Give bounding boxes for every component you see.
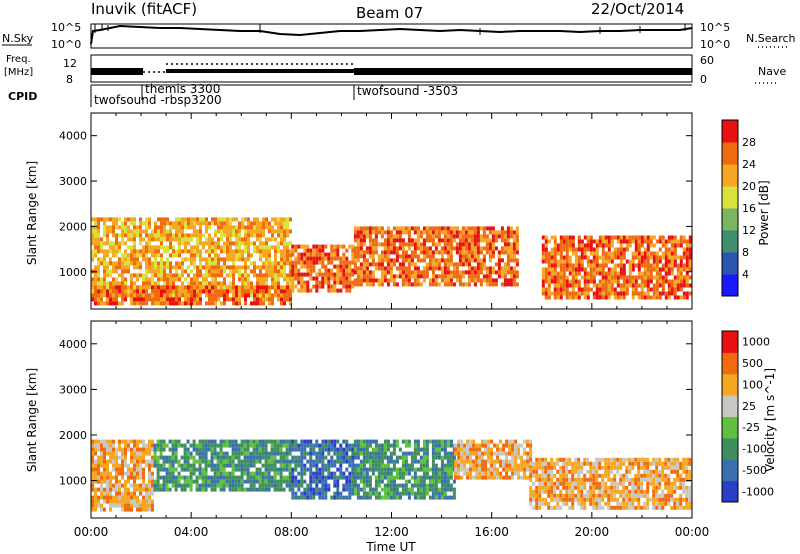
colorbar-swatch [722,186,738,209]
echo-region [153,439,292,492]
time-axis-label: Time UT [365,540,416,554]
velocity-colorbar: 1000 500 100 25 -25 -100 -500 -1000 [721,330,774,503]
freq-panel: Freq. [MHz] 12 8 Nave 60 0 [4,54,786,86]
colorbar-tick-label: 24 [742,158,756,171]
colorbar-swatch [722,352,738,375]
y-tick-label: 2000 [59,429,87,442]
colorbar-swatch [722,120,738,143]
freq-label-1: Freq. [6,54,31,65]
time-axis: 00:00 04:00 08:00 12:00 16:00 20:00 00:00 [74,525,710,539]
colorbar-swatch [722,252,738,275]
echo-region [454,439,533,480]
nsky-panel: N.Sky 10^5 10^0 N.Search 10^5 10^0 [2,21,796,51]
y-tick-label: 3000 [59,175,87,188]
power-colorbar-label: Power [dB] [757,180,771,245]
power-panel: 1000 2000 3000 4000 Slant Range [km] 4 8 12 16… [25,112,771,310]
nave-tick-bottom: 0 [700,73,707,86]
freq-tick-bottom: 8 [66,73,73,86]
colorbar-swatch [722,230,738,253]
nsearch-label: N.Search [746,32,796,45]
cpid-strip: CPID twofsound -rbsp3200 themis 3300 two… [8,82,692,107]
y-tick-label: 4000 [59,338,87,351]
date-title: 22/Oct/2014 [591,0,684,18]
colorbar-tick-label: 16 [742,202,756,215]
velocity-axes: 1000 2000 3000 4000 [59,321,693,518]
echo-region [529,457,692,510]
nave-label: Nave [758,65,786,78]
colorbar-tick-label: 28 [742,136,756,149]
colorbar-swatch [722,274,738,297]
colorbar-tick-label: 100 [742,378,763,391]
time-tick-label: 12:00 [374,525,409,539]
echo-region [91,439,154,512]
colorbar-tick-label: 25 [742,400,756,413]
echo-region [541,235,692,300]
y-tick-label: 2000 [59,220,87,233]
power-axes: 1000 2000 3000 4000 [59,113,693,309]
time-tick-label: 04:00 [174,525,209,539]
nsearch-tick-top: 10^5 [700,21,730,34]
colorbar-tick-label: 4 [742,268,749,281]
colorbar-swatch [722,331,738,353]
freq-tick-top: 12 [63,57,77,70]
colorbar-tick-label: -500 [742,464,767,477]
colorbar-tick-label: 20 [742,180,756,193]
y-tick-label: 1000 [59,475,87,488]
velocity-colorbar-label: Velocity [m s^-1] [763,368,777,472]
velocity-heatmap [91,439,692,512]
nsky-label: N.Sky [2,32,34,45]
time-tick-label: 08:00 [274,525,309,539]
colorbar-swatch [722,459,738,482]
colorbar-tick-label: 12 [742,224,756,237]
colorbar-tick-label: -1000 [742,485,774,498]
nsky-tick-bottom: 10^0 [51,38,81,51]
power-heatmap [91,217,692,306]
colorbar-swatch [722,208,738,231]
station-title: Inuvik (fitACF) [91,0,197,18]
beam-title: Beam 07 [356,4,423,22]
nsky-tick-top: 10^5 [51,21,81,34]
power-ylabel: Slant Range [km] [25,161,39,265]
y-tick-label: 4000 [59,130,87,143]
cpid-segment-1: twofsound -rbsp3200 [94,93,222,107]
nsky-trace [90,24,693,45]
velocity-panel: 1000 2000 3000 4000 Slant Range [km] 1000 50… [25,320,777,519]
echo-region [353,226,519,287]
cpid-segment-3: twofsound -3503 [357,84,458,98]
colorbar-tick-label: 8 [742,246,749,259]
colorbar-swatch [722,164,738,187]
colorbar-tick-label: -100 [742,443,767,456]
colorbar-tick-label: 1000 [742,336,770,349]
time-tick-label: 16:00 [474,525,509,539]
velocity-ylabel: Slant Range [km] [25,368,39,472]
colorbar-swatch [722,373,738,396]
y-tick-label: 3000 [59,383,87,396]
colorbar-swatch [722,480,738,503]
time-tick-label: 00:00 [675,525,710,539]
time-tick-label: 00:00 [74,525,109,539]
echo-region [353,439,456,500]
cpid-label: CPID [8,90,37,103]
colorbar-tick-label: -25 [742,421,760,434]
y-tick-label: 1000 [59,266,87,279]
colorbar-swatch [722,437,738,460]
colorbar-tick-label: 500 [742,357,763,370]
colorbar-swatch [722,142,738,165]
freq-label-2: [MHz] [4,67,33,78]
power-colorbar: 4 8 12 16 20 24 28 [721,119,756,297]
nsky-noise [94,24,686,35]
nsearch-tick-bottom: 10^0 [700,38,730,51]
echo-region [291,439,355,500]
time-tick-label: 20:00 [575,525,610,539]
echo-region [91,285,292,306]
freq-band [91,63,692,75]
cpid-segment-2: themis 3300 [145,82,220,96]
colorbar-swatch [722,395,738,417]
echo-region [291,244,355,293]
colorbar-swatch [722,416,738,439]
nave-tick-top: 60 [700,54,714,67]
